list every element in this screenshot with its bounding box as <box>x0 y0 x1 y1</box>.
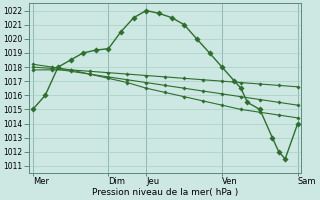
X-axis label: Pression niveau de la mer( hPa ): Pression niveau de la mer( hPa ) <box>92 188 238 197</box>
